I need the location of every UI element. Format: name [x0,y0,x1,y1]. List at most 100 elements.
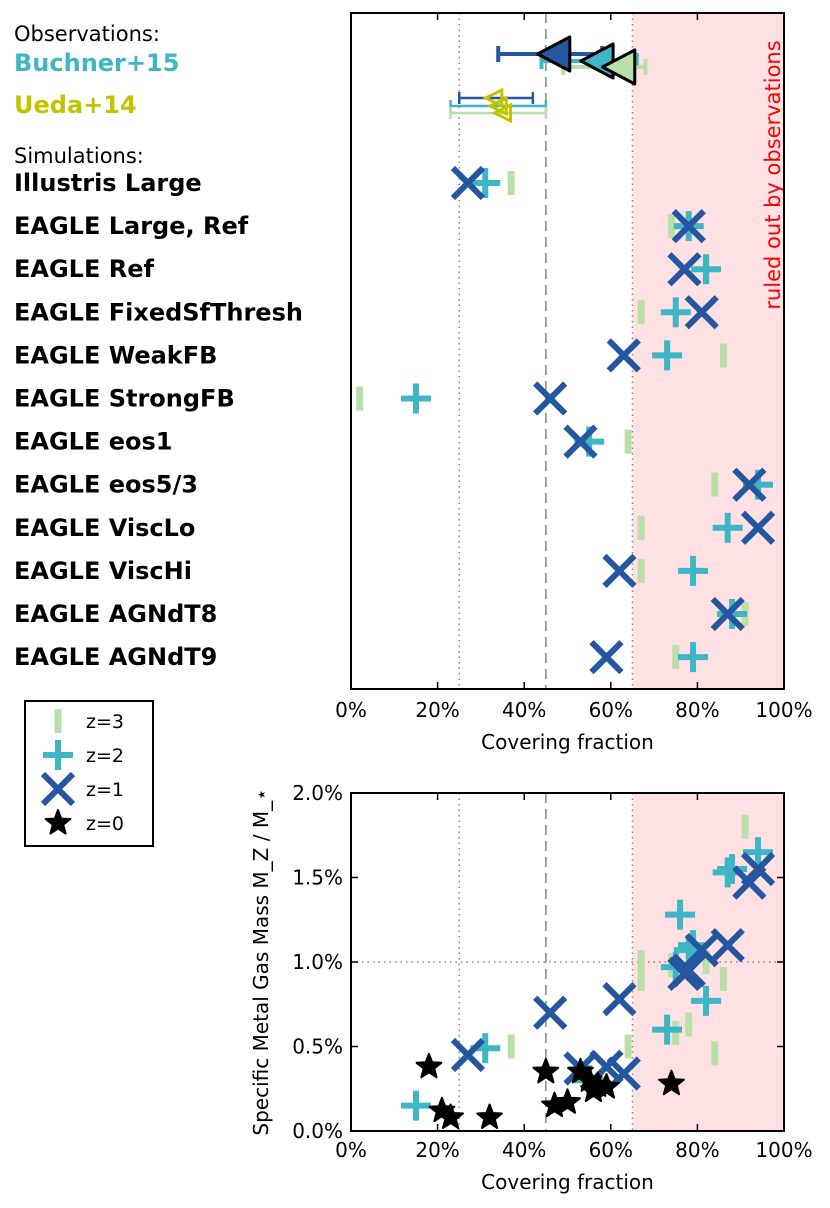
point-z1-b [602,982,637,1017]
legend-marker-z1-b [40,771,76,807]
point-z2 [691,985,722,1016]
y-axis-label: Specific Metal Gas Mass M_Z / M_⋆ [249,788,273,1135]
point-z0 [437,1103,464,1129]
simulation-label: EAGLE WeakFB [14,341,217,369]
obs-label-buchner: Buchner+15 [14,49,179,77]
sim-z1-point-b [732,467,767,502]
legend-label: z=2 [86,745,124,767]
x-tick-label: 100% [755,698,812,722]
point-z1-b [710,927,745,963]
row-labels: Observations: Buchner+15 Ueda+14 Simulation… [14,22,303,671]
sim-z1-point-b [671,208,706,244]
sim-z2-point [400,383,431,414]
sim-z2-point [678,642,709,673]
sim-z1-point-b [589,639,624,675]
y-tick-label: 0.5% [292,1035,343,1059]
sim-z1-point-b [606,338,641,373]
point-z1-b [671,953,706,988]
metal-mass-chart: 0% 20% 40% 60% 80% 100% 0.0% 0.5% 1.0% 1.5% 2.0% Co… [249,781,813,1194]
buchner-triangle [536,35,572,73]
plot-frame [350,12,785,690]
legend-label: z=1 [86,779,124,801]
sim-z1-point-b [533,381,568,416]
buchner-triangle [579,42,615,80]
sim-z1-point-b [667,252,702,287]
point-z1-b [740,851,776,887]
sim-z1-point [589,639,624,675]
ruled-out-label: ruled out by observations [761,40,785,309]
sim-z1-point [602,553,637,589]
sim-z1-point-b [563,424,598,459]
sim-z2-point [652,340,683,371]
x-tick-label: 80% [675,1138,719,1162]
point-z0 [415,1052,443,1079]
sim-z1-point [732,467,767,502]
sim-z2-point [660,297,691,328]
x-tick-label: 60% [589,698,633,722]
x-tick-label: 80% [675,698,719,722]
simulation-label: EAGLE eos1 [14,428,172,456]
simulation-label: EAGLE FixedSfThresh [14,298,303,326]
point-z1 [671,953,706,988]
point-z1 [533,995,568,1030]
y-tick-label: 1.0% [292,950,343,974]
legend: z=3 z=2 z=1 z=0 [24,700,154,847]
ueda-triangle [491,102,513,124]
covering-fraction-chart: ruled out by observations 0% 20% 40% 60% 80% 1… [335,12,813,754]
x-tick-label: 40% [502,698,546,722]
legend-label: z=3 [86,711,124,733]
sim-z1-point [740,510,776,545]
legend-marker-z2 [43,740,73,770]
obs-label-ueda: Ueda+14 [14,91,137,119]
sim-z1-point [606,338,641,373]
legend-marker-z0 [44,809,72,835]
point-z1 [602,982,637,1017]
simulation-label: EAGLE Ref [14,255,154,283]
buchner-triangle [600,48,637,86]
ruled-out-region [632,13,784,689]
x-tick-label: 0% [335,698,367,722]
legend-marker-z1 [40,771,76,807]
sim-z1-point [450,165,486,201]
point-z1 [740,851,776,887]
point-z2 [652,1014,683,1045]
point-z1-b [684,933,719,968]
y-tick-label: 2.0% [292,781,343,805]
point-z1 [710,927,745,963]
sim-z1-point [671,208,706,244]
sim-z1-point-b [450,165,486,201]
x-tick-label: 60% [589,1138,633,1162]
x-axis-label: Covering fraction [481,730,654,754]
sim-z1-point [533,381,568,416]
y-tick-label: 0.0% [292,1119,343,1143]
simulation-label: EAGLE ViscHi [14,557,192,585]
sim-z2-point [712,512,743,543]
sim-z2-point [717,599,748,629]
simulation-label: EAGLE AGNdT9 [14,643,217,671]
sim-z2-point [470,168,501,198]
simulation-label: EAGLE ViscLo [14,514,195,542]
point-z0 [554,1088,581,1114]
legend-label: z=0 [86,813,124,835]
x-tick-label: 100% [755,1138,812,1162]
sim-z1-point [563,424,598,459]
simulation-label: EAGLE AGNdT8 [14,600,217,628]
sim-z1-point [710,596,745,632]
point-z2 [400,1090,431,1121]
simulation-label: EAGLE StrongFB [14,385,235,413]
point-z0 [593,1073,620,1099]
point-z0 [476,1103,503,1129]
point-z2 [665,899,696,930]
sim-z1-point-b [602,553,637,589]
x-axis-label: Covering fraction [481,1170,654,1194]
point-z1-b [450,1037,486,1073]
sim-z1-point [667,252,702,287]
simulation-label: EAGLE Large, Ref [14,212,249,240]
sim-z2-point [678,555,709,586]
simulation-label: Illustris Large [14,169,202,197]
x-tick-label: 0% [335,1138,367,1162]
observations-header: Observations: [14,22,160,46]
sim-z1-point [684,295,719,330]
point-z1 [684,933,719,968]
